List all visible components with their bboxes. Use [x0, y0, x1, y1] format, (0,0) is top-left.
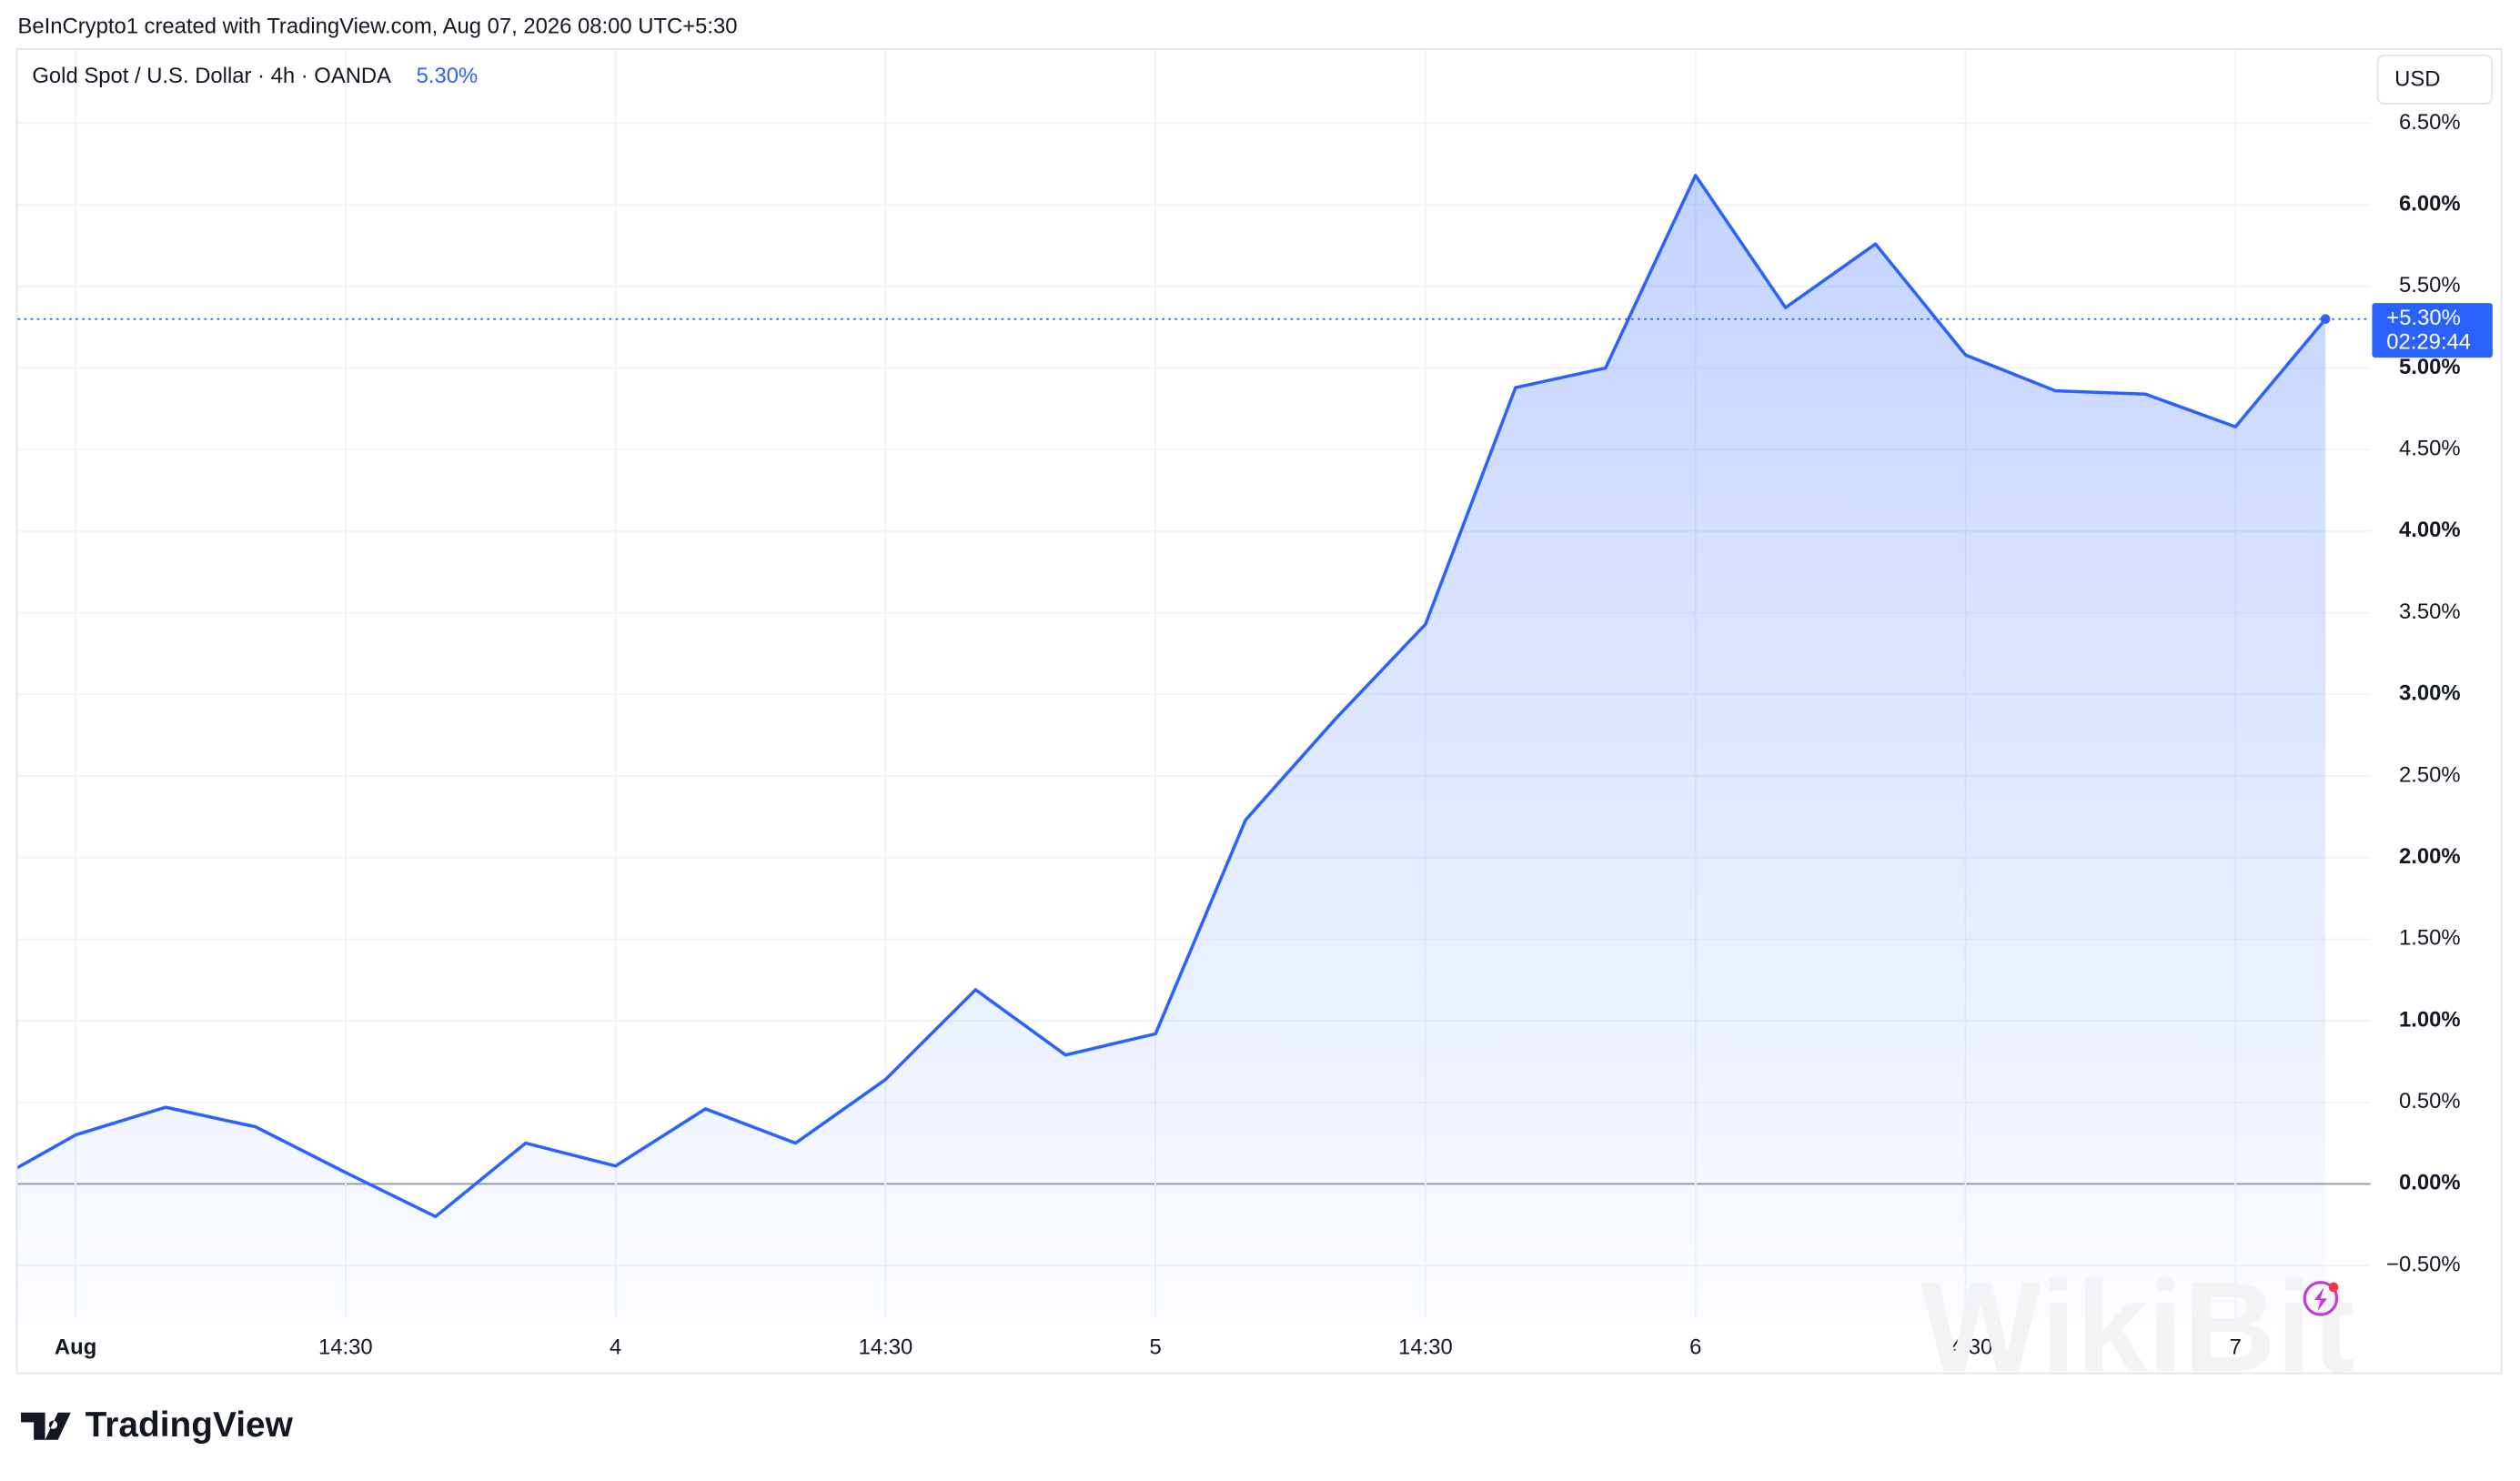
brand-logo: TradingView: [21, 1405, 294, 1445]
currency-button[interactable]: [2376, 55, 2493, 105]
y-tick-label: 4.50%: [2399, 437, 2461, 461]
y-tick-label: 5.50%: [2399, 273, 2461, 297]
y-tick-label: 4.00%: [2399, 518, 2461, 542]
x-tick-label: 14:30: [1939, 1335, 1993, 1359]
x-tick-label: 5: [1150, 1335, 1162, 1359]
attribution: BeInCrypto1 created with TradingView.com…: [18, 14, 738, 38]
lightning-icon: [2303, 1281, 2339, 1316]
y-tick-label: 3.00%: [2399, 681, 2461, 706]
y-tick-label: 6.00%: [2399, 191, 2461, 216]
y-tick-label: 2.50%: [2399, 762, 2461, 787]
y-tick-label: 2.00%: [2399, 844, 2461, 869]
countdown-label: 02:29:44: [2386, 330, 2471, 355]
y-tick-label: 1.50%: [2399, 926, 2461, 951]
y-tick-label: 3.50%: [2399, 599, 2461, 624]
icon-dot: [2328, 1282, 2339, 1293]
y-tick-label: −0.50%: [2386, 1252, 2460, 1276]
y-tick-label: 0.50%: [2399, 1089, 2461, 1113]
watermark: WikiBit: [1920, 1254, 2355, 1398]
last-point: [2320, 314, 2331, 325]
last-price-badge: [2372, 303, 2493, 358]
x-tick-label: 14:30: [318, 1335, 373, 1359]
plot: [17, 174, 2371, 1318]
change-value: 5.30%: [417, 64, 479, 88]
chart-frame: [15, 47, 2503, 1375]
x-tick-label: 14:30: [1398, 1335, 1453, 1359]
x-tick-label: 7: [2230, 1335, 2242, 1359]
y-tick-label: 5.00%: [2399, 355, 2461, 379]
price-line: [17, 174, 2327, 1219]
x-tick-label: 6: [1689, 1335, 1701, 1359]
x-tick-label: 4: [610, 1335, 621, 1359]
x-tick-label: 14:30: [859, 1335, 913, 1359]
symbol-title: Gold Spot / U.S. Dollar · 4h · OANDA: [32, 64, 391, 88]
area-fill: [17, 175, 2326, 1318]
y-tick-label: 6.50%: [2399, 110, 2461, 135]
x-tick-label: Aug: [55, 1335, 96, 1359]
currency-label[interactable]: USD: [2394, 67, 2440, 92]
icon-bolt: [2313, 1286, 2327, 1312]
last-price-label: +5.30%: [2386, 306, 2460, 330]
logo-icon: [21, 1412, 71, 1440]
y-tick-label: 0.00%: [2399, 1171, 2461, 1195]
icon-ring: [2303, 1281, 2339, 1316]
brand-name: TradingView: [86, 1405, 294, 1445]
axes: −0.50% 0.00% 0.50% 1.00% 1.50% 2.00% 2.50% 3.00…: [55, 110, 2493, 1359]
y-tick-label: 1.00%: [2399, 1007, 2461, 1032]
